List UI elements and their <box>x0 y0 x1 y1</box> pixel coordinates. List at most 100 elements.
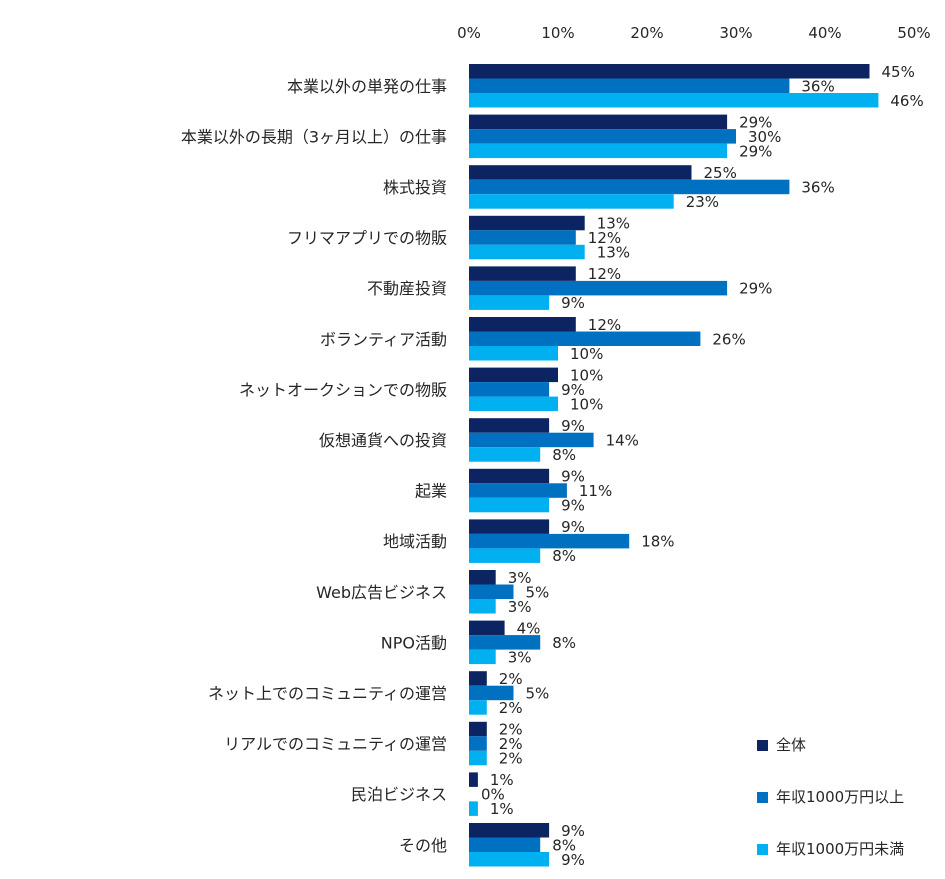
category-label: ボランティア活動 <box>320 330 447 349</box>
bar <box>469 599 496 614</box>
data-label: 9% <box>561 381 585 399</box>
bar <box>469 346 558 361</box>
bar <box>469 215 585 231</box>
category-label: Web広告ビジネス <box>316 583 447 602</box>
data-label: 9% <box>561 497 585 515</box>
bar <box>469 837 541 852</box>
bar <box>469 432 594 448</box>
legend-swatch <box>757 792 768 803</box>
x-tick-label: 20% <box>630 24 663 42</box>
data-label: 12% <box>588 229 621 247</box>
bar <box>469 78 790 93</box>
bar <box>469 497 550 513</box>
legend-label: 年収1000万円以上 <box>776 788 904 806</box>
data-label: 5% <box>526 583 550 601</box>
data-label: 14% <box>606 431 639 449</box>
bar <box>469 367 558 383</box>
data-label: 30% <box>748 128 781 146</box>
data-label: 36% <box>801 77 834 95</box>
bar <box>469 700 487 715</box>
x-tick-label: 10% <box>541 24 574 42</box>
category-label: 地域活動 <box>383 532 447 551</box>
category-label: フリマアプリでの物販 <box>287 229 447 248</box>
data-label: 8% <box>552 836 576 854</box>
data-label: 29% <box>739 280 772 298</box>
category-label: 民泊ビジネス <box>351 785 447 804</box>
data-label: 1% <box>490 771 514 789</box>
category-label: リアルでのコミュニティの運営 <box>224 735 447 754</box>
category-label: 本業以外の単発の仕事 <box>287 77 447 96</box>
data-label: 2% <box>499 750 523 768</box>
bar <box>469 772 478 787</box>
bar <box>469 295 550 310</box>
category-label: 不動産投資 <box>367 279 447 298</box>
data-label: 26% <box>712 330 745 348</box>
bar <box>469 685 514 701</box>
bar <box>469 280 728 296</box>
data-label: 12% <box>588 316 621 334</box>
data-label: 0% <box>481 786 505 804</box>
bar <box>469 584 514 599</box>
bar <box>469 382 550 397</box>
bar <box>469 721 487 737</box>
legend-swatch <box>757 740 768 751</box>
bar <box>469 468 550 484</box>
bar <box>469 93 879 108</box>
bar <box>469 447 541 462</box>
category-label: その他 <box>399 836 447 855</box>
bar <box>469 548 541 563</box>
category-label: ネットオークションでの物販 <box>239 380 447 399</box>
x-tick-label: 0% <box>457 24 481 42</box>
category-label: 仮想通貨への投資 <box>319 431 447 450</box>
bar <box>469 823 550 838</box>
data-label: 9% <box>561 294 585 312</box>
data-label: 45% <box>882 63 915 81</box>
data-label: 5% <box>526 684 550 702</box>
x-axis-ticks: 0% 10% 20% 30% 40% 50% <box>457 24 931 42</box>
data-label: 9% <box>561 851 585 869</box>
data-label: 2% <box>499 721 523 739</box>
bar <box>469 570 496 585</box>
data-label: 3% <box>508 648 532 666</box>
bar <box>469 331 701 346</box>
bar <box>469 736 487 751</box>
bar <box>469 750 487 766</box>
data-label: 29% <box>739 142 772 160</box>
data-label: 11% <box>579 482 612 500</box>
data-label: 12% <box>588 265 621 283</box>
x-tick-label: 30% <box>719 24 752 42</box>
data-labels: 45%36%46%29%30%29%25%36%23%13%12%13%12%2… <box>481 63 924 869</box>
data-label: 23% <box>686 193 719 211</box>
bar <box>469 671 487 686</box>
data-label: 2% <box>499 735 523 753</box>
bar <box>469 533 630 549</box>
data-label: 2% <box>499 699 523 717</box>
bar <box>469 64 870 79</box>
bar <box>469 852 550 867</box>
data-label: 10% <box>570 366 603 384</box>
data-label: 29% <box>739 113 772 131</box>
data-label: 2% <box>499 670 523 688</box>
bar <box>469 801 478 816</box>
data-label: 18% <box>641 533 674 551</box>
category-label: NPO活動 <box>381 633 447 652</box>
bar <box>469 143 728 159</box>
data-label: 9% <box>561 468 585 486</box>
data-label: 8% <box>552 634 576 652</box>
bar <box>469 266 576 281</box>
legend-label: 全体 <box>776 736 806 754</box>
bar <box>469 396 558 412</box>
bar <box>469 418 550 433</box>
data-label: 13% <box>597 244 630 262</box>
bar <box>469 635 541 650</box>
bar <box>469 165 692 180</box>
data-label: 13% <box>597 215 630 233</box>
bars <box>469 64 879 867</box>
data-label: 8% <box>552 547 576 565</box>
data-label: 46% <box>890 92 923 110</box>
data-label: 1% <box>490 800 514 818</box>
data-label: 3% <box>508 569 532 587</box>
category-label: 本業以外の長期（3ヶ月以上）の仕事 <box>181 127 447 146</box>
data-label: 36% <box>801 178 834 196</box>
